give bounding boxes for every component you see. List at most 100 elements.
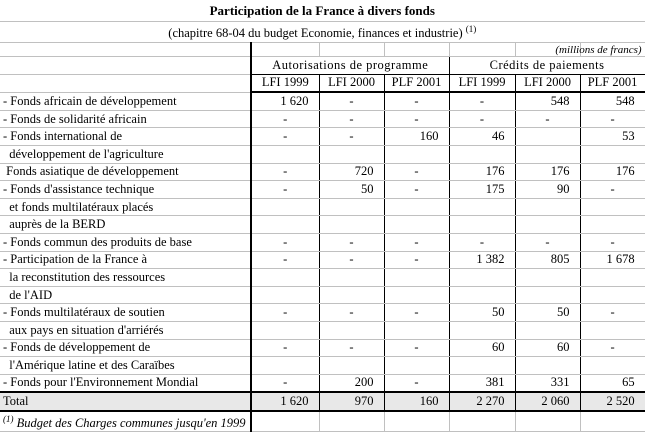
value-cell: - [250,110,320,129]
value-cell: - [319,92,385,111]
table-row: de l'AID [0,286,645,305]
value-cell: 50 [449,303,516,322]
table-row: - Participation de la France à---1 382 80… [0,251,645,270]
value-cell: 53 [580,127,645,146]
table-row: - Fonds de développement de - - -60 60- [0,339,645,358]
value-cell: - [384,233,450,252]
value-cell: - [319,339,385,358]
value-cell [580,356,645,375]
year-header: LFI 1999 [449,74,516,94]
value-cell: 970 [319,391,385,412]
value-cell: 176 [515,163,581,182]
value-cell [250,215,320,234]
value-cell: 331 [515,374,581,393]
value-cell [319,198,385,217]
value-cell [384,356,450,375]
value-cell: 160 [384,127,450,146]
value-cell: - [449,92,516,111]
row-label: - Fonds pour l'Environnement Mondial [0,374,252,393]
value-cell [449,268,516,287]
row-label: Total [0,391,252,412]
value-cell [449,198,516,217]
value-cell [580,286,645,305]
value-cell [384,321,450,340]
value-cell: - [449,233,516,252]
value-cell: 2 060 [515,391,581,412]
value-cell: 176 [449,163,516,182]
value-cell: - [449,110,516,129]
value-cell: 176 [580,163,645,182]
value-cell: 548 [515,92,581,111]
year-header: PLF 2001 [580,74,645,94]
table-row: l'Amérique latine et des Caraïbes [0,356,645,375]
value-cell [384,215,450,234]
value-cell [580,268,645,287]
value-cell: - [319,303,385,322]
table-row: la reconstitution des ressources [0,268,645,287]
value-cell [515,145,581,164]
value-cell [515,198,581,217]
value-cell [250,356,320,375]
value-cell [515,356,581,375]
value-cell: - [250,339,320,358]
value-cell: - [384,110,450,129]
row-label: - Fonds international de [0,127,252,146]
year-header: LFI 1999 [250,74,320,94]
value-cell: 805 [515,251,581,270]
value-cell: - [580,110,645,129]
year-header: LFI 2000 [319,74,385,94]
value-cell: 160 [384,391,450,412]
value-cell: 60 [515,339,581,358]
value-cell: 65 [580,374,645,393]
table-row: développement de l'agriculture [0,145,645,164]
value-cell: - [384,180,450,199]
value-cell [250,286,320,305]
value-cell [515,127,581,146]
row-label: l'Amérique latine et des Caraïbes [0,356,252,375]
value-cell: 381 [449,374,516,393]
value-cell: - [319,251,385,270]
row-label: - Fonds de solidarité africain [0,110,252,129]
row-label: - Participation de la France à [0,251,252,270]
value-cell: - [580,180,645,199]
table-row: - Fonds d'assistance technique -50-175 90- [0,180,645,199]
value-cell: 720 [319,163,385,182]
value-cell [449,286,516,305]
value-cell [384,286,450,305]
value-cell [319,145,385,164]
value-cell: - [250,251,320,270]
row-label: Fonds asiatique de développement [0,163,252,182]
value-cell [580,321,645,340]
value-cell [515,268,581,287]
table-subtitle: (chapitre 68-04 du budget Economie, fina… [0,21,645,43]
value-cell: - [250,127,320,146]
table-row: aux pays en situation d'arriérés [0,321,645,340]
table-row: - Fonds international de - -160 46 53 [0,127,645,146]
row-label: développement de l'agriculture [0,145,252,164]
table-row: Fonds asiatique de développement -720-176… [0,163,645,182]
row-label: et fonds multilatéraux placés [0,198,252,217]
row-label: de l'AID [0,286,252,305]
value-cell: 2 520 [580,391,645,412]
value-cell [319,321,385,340]
value-cell [449,356,516,375]
row-label: - Fonds d'assistance technique [0,180,252,199]
value-cell [580,145,645,164]
table-title: Participation de la France à divers fond… [0,0,645,22]
value-cell: - [515,110,581,129]
value-cell [250,321,320,340]
value-cell [449,145,516,164]
value-cell: 1 620 [250,92,320,111]
value-cell [250,198,320,217]
value-cell [449,321,516,340]
value-cell: 1 382 [449,251,516,270]
value-cell: - [384,251,450,270]
table-row: - Fonds africain de développement 1 620- -… [0,92,645,111]
value-cell [250,268,320,287]
value-cell: - [250,163,320,182]
group-header-autorisations: Autorisations de programme [250,56,450,75]
value-cell [319,286,385,305]
table-row: auprès de la BERD [0,215,645,234]
value-cell: - [580,303,645,322]
